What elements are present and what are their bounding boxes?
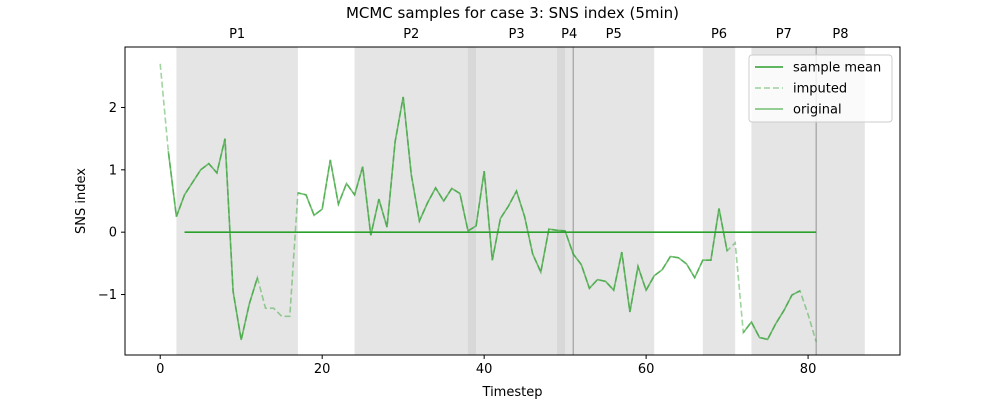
period-label-p1: P1 [229,27,245,42]
period-label-p6: P6 [711,27,727,42]
period-band-p2 [354,47,468,355]
series-line-original [167,96,801,341]
x-tick-label: 60 [638,362,655,377]
legend-box [748,54,893,123]
x-axis-label: Timestep [482,385,543,400]
x-tick-label: 0 [156,362,164,377]
y-tick-label: −1 [98,288,117,303]
x-tick-label: 80 [800,362,817,377]
x-tick-label: 40 [476,362,493,377]
period-label-p4: P4 [561,27,577,42]
period-overlap-band [467,47,477,355]
period-band-p6 [702,47,736,355]
legend-label-sample-mean: sample mean [793,61,881,76]
plot-frame [124,46,901,356]
y-tick-label: 0 [109,226,117,241]
x-tick-label: 20 [314,362,331,377]
y-axis-label: SNS index [74,168,89,234]
period-band-p5 [573,47,655,355]
period-band-p4 [565,47,574,355]
period-label-p2: P2 [403,27,419,42]
period-overlap-band [557,47,566,355]
period-band-p1 [176,47,298,355]
y-tick-label: 1 [109,163,117,178]
period-label-p7: P7 [776,27,792,42]
chart-title: MCMC samples for case 3: SNS index (5min… [346,4,679,22]
legend-label-original: original [793,103,842,118]
legend-label-imputed: imputed [793,82,847,97]
period-label-p3: P3 [508,27,524,42]
y-tick-label: 2 [109,101,117,116]
period-label-p8: P8 [832,27,848,42]
series-layer [159,63,817,343]
axis-layer: P1 P2 P3 P4 P5 P6 P7 P8 0 20 40 60 80 −1 0 1 2 [98,27,849,377]
legend: sample mean imputed original [748,54,893,123]
period-label-p5: P5 [606,27,622,42]
period-band-p3 [476,47,558,355]
